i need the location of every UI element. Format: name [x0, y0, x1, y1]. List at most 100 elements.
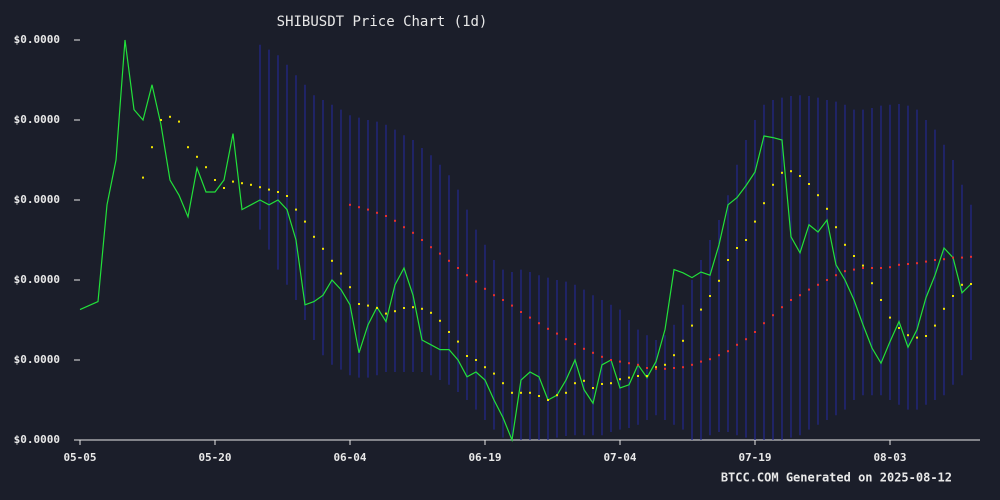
- ma-dot: [376, 307, 378, 309]
- ma-dot: [826, 279, 828, 281]
- ma-dot: [745, 338, 747, 341]
- ma-dot: [358, 303, 360, 305]
- ma-dot: [565, 338, 567, 341]
- ma-dot: [268, 188, 270, 191]
- ma-dot: [601, 355, 603, 358]
- footer: BTCC.COM Generated on 2025-08-12: [721, 471, 952, 485]
- ma-dot: [952, 256, 954, 259]
- ma-dot: [853, 268, 855, 271]
- ma-dot: [691, 363, 693, 366]
- ma-dot: [196, 155, 198, 158]
- ma-dot: [916, 336, 918, 339]
- ma-dot: [700, 308, 702, 311]
- ma-dot: [592, 351, 594, 354]
- ma-dot: [547, 327, 549, 330]
- ma-dot: [808, 288, 810, 291]
- ma-dot: [466, 274, 468, 277]
- ma-dot: [187, 146, 189, 149]
- ma-dot: [934, 324, 936, 327]
- ma-dot: [736, 343, 738, 346]
- ma-dot: [241, 182, 243, 185]
- ma-dot: [565, 391, 567, 394]
- ma-dot: [970, 255, 972, 258]
- ma-dot: [421, 307, 423, 310]
- ma-dot: [574, 382, 576, 385]
- ma-dot: [646, 367, 648, 369]
- ma-dot: [880, 267, 882, 269]
- ma-dot: [709, 358, 711, 361]
- ma-dot: [844, 243, 846, 246]
- ma-dot: [925, 260, 927, 263]
- ma-dot: [313, 235, 315, 238]
- ma-dot: [871, 282, 873, 285]
- ma-dot: [664, 363, 666, 366]
- ma-dot: [403, 226, 405, 229]
- ma-dot: [448, 331, 450, 333]
- ma-dot: [772, 183, 774, 186]
- ma-dot: [907, 263, 909, 265]
- ma-dot: [970, 283, 972, 285]
- ma-dot: [619, 360, 621, 363]
- ma-dot: [367, 304, 369, 307]
- x-tick-label: 07-04: [603, 451, 636, 464]
- ma-dot: [511, 391, 513, 394]
- ma-dot: [169, 115, 171, 118]
- ma-dot: [232, 180, 234, 183]
- ma-dot: [898, 263, 900, 266]
- ma-dot: [439, 319, 441, 322]
- ma-dot: [178, 120, 180, 123]
- ma-dot: [349, 203, 351, 206]
- y-tick-label: $0.0000: [14, 433, 60, 446]
- ma-dot: [322, 247, 324, 250]
- ma-dot: [520, 311, 522, 313]
- ma-dot: [862, 264, 864, 267]
- ma-dot: [547, 399, 549, 401]
- ma-dot: [331, 259, 333, 262]
- ma-dot: [385, 312, 387, 315]
- ma-dot: [412, 231, 414, 234]
- ma-dot: [520, 391, 522, 394]
- ma-dot: [763, 202, 765, 205]
- ma-dot: [223, 187, 225, 189]
- ma-dot: [610, 382, 612, 385]
- ma-dot: [934, 259, 936, 261]
- ma-dot: [439, 252, 441, 255]
- ma-dot: [430, 246, 432, 249]
- ma-dot: [637, 363, 639, 366]
- chart-title: SHIBUSDT Price Chart (1d): [277, 14, 488, 30]
- ma-dot: [295, 208, 297, 211]
- ma-dot: [655, 367, 657, 370]
- ma-dot: [646, 375, 648, 377]
- ma-dot: [502, 299, 504, 301]
- ma-dot: [655, 366, 657, 369]
- ma-dot: [790, 170, 792, 173]
- ma-dot: [277, 191, 279, 193]
- ma-dot: [556, 332, 558, 335]
- ma-dot: [952, 295, 954, 297]
- ma-dot: [286, 195, 288, 197]
- ma-dot: [826, 207, 828, 210]
- ma-dot: [709, 295, 711, 297]
- ma-dot: [421, 239, 423, 241]
- y-tick-label: $0.0000: [14, 193, 60, 206]
- ma-dot: [511, 304, 513, 307]
- ma-dot: [583, 379, 585, 382]
- ma-dot: [457, 267, 459, 269]
- ma-dot: [925, 335, 927, 337]
- ma-dot: [493, 294, 495, 297]
- ma-dot: [943, 307, 945, 310]
- ma-dot: [727, 350, 729, 353]
- ma-dot: [916, 262, 918, 265]
- ma-dot: [637, 375, 639, 377]
- ma-dot: [484, 287, 486, 290]
- ma-dot: [475, 359, 477, 361]
- x-tick-label: 05-20: [198, 451, 231, 464]
- y-tick-label: $0.0000: [14, 353, 60, 366]
- ma-dot: [790, 299, 792, 301]
- y-tick-label: $0.0000: [14, 273, 60, 286]
- ma-dot: [835, 226, 837, 229]
- ma-dot: [376, 211, 378, 214]
- ma-dot: [754, 220, 756, 223]
